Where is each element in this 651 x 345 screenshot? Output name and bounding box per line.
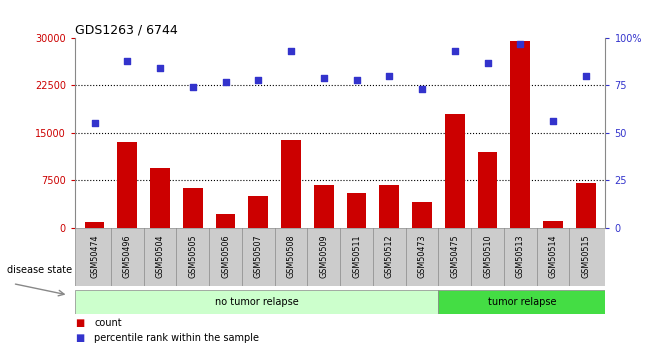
- Text: GSM50511: GSM50511: [352, 234, 361, 278]
- Text: GSM50474: GSM50474: [90, 234, 99, 278]
- Bar: [183, 188, 202, 228]
- Bar: [314, 185, 333, 228]
- Text: ■: ■: [75, 333, 84, 343]
- Text: GSM50473: GSM50473: [417, 234, 426, 278]
- Point: [352, 77, 362, 82]
- Text: GSM50475: GSM50475: [450, 234, 459, 278]
- Point: [384, 73, 395, 79]
- Bar: [380, 185, 399, 228]
- Point: [155, 66, 165, 71]
- Bar: [117, 142, 137, 228]
- Bar: [249, 196, 268, 228]
- Bar: [347, 193, 367, 228]
- Text: GSM50496: GSM50496: [123, 234, 132, 278]
- Text: GSM50507: GSM50507: [254, 234, 263, 278]
- Text: GSM50506: GSM50506: [221, 234, 230, 278]
- Point: [122, 58, 132, 63]
- Bar: [412, 203, 432, 228]
- Text: GSM50504: GSM50504: [156, 234, 165, 278]
- Text: GSM50515: GSM50515: [581, 234, 590, 278]
- Point: [89, 120, 100, 126]
- Text: GSM50512: GSM50512: [385, 234, 394, 278]
- Bar: [510, 41, 530, 228]
- Bar: [478, 152, 497, 228]
- Text: percentile rank within the sample: percentile rank within the sample: [94, 333, 259, 343]
- Point: [515, 41, 525, 46]
- Bar: [438, 290, 605, 314]
- Text: GSM50508: GSM50508: [286, 234, 296, 278]
- Point: [417, 86, 427, 92]
- Bar: [543, 221, 563, 228]
- Point: [581, 73, 591, 79]
- Text: tumor relapse: tumor relapse: [488, 297, 556, 307]
- Point: [450, 48, 460, 54]
- Bar: [576, 184, 596, 228]
- Text: GSM50513: GSM50513: [516, 234, 525, 278]
- Point: [482, 60, 493, 65]
- Text: GSM50514: GSM50514: [549, 234, 557, 278]
- Point: [286, 48, 296, 54]
- Text: disease state: disease state: [7, 266, 72, 275]
- Point: [253, 77, 264, 82]
- Point: [220, 79, 230, 84]
- Text: GSM50510: GSM50510: [483, 234, 492, 278]
- Text: GSM50505: GSM50505: [188, 234, 197, 278]
- Bar: [281, 140, 301, 228]
- Text: GDS1263 / 6744: GDS1263 / 6744: [75, 24, 178, 37]
- Text: count: count: [94, 318, 122, 327]
- Point: [548, 119, 559, 124]
- Bar: [215, 214, 236, 228]
- Bar: [85, 222, 104, 228]
- Bar: [75, 290, 438, 314]
- Bar: [150, 168, 170, 228]
- Point: [318, 75, 329, 80]
- Text: ■: ■: [75, 318, 84, 327]
- Text: no tumor relapse: no tumor relapse: [215, 297, 299, 307]
- Point: [187, 85, 198, 90]
- Bar: [445, 114, 465, 228]
- Text: GSM50509: GSM50509: [319, 234, 328, 278]
